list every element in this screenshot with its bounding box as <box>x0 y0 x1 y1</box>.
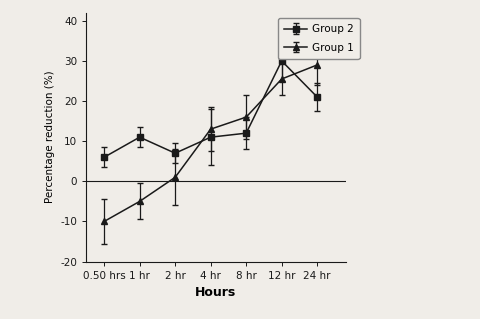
Legend: Group 2, Group 1: Group 2, Group 1 <box>278 18 360 59</box>
X-axis label: Hours: Hours <box>195 286 237 299</box>
Y-axis label: Percentage reduction (%): Percentage reduction (%) <box>45 71 55 204</box>
